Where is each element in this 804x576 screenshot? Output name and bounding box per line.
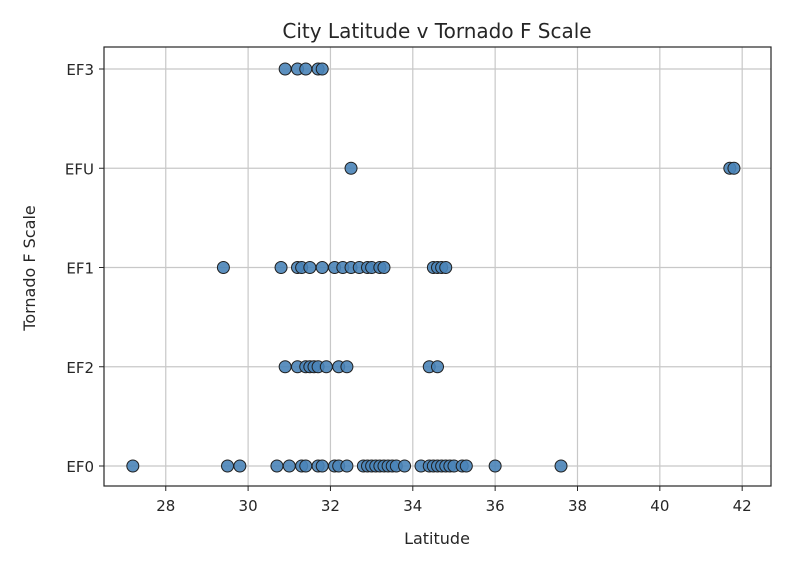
data-point xyxy=(126,459,140,473)
x-tick-label: 38 xyxy=(568,497,587,515)
y-tick-label: EF3 xyxy=(66,61,94,79)
x-tick-label: 28 xyxy=(156,497,175,515)
data-point xyxy=(216,261,230,274)
data-point xyxy=(278,62,292,76)
data-points xyxy=(126,62,741,473)
x-tick-label: 34 xyxy=(403,497,422,515)
data-point xyxy=(488,459,502,473)
data-point xyxy=(315,261,329,274)
x-axis-ticks: 28 30 32 34 36 38 40 42 xyxy=(156,486,752,515)
data-point xyxy=(398,459,412,473)
data-point xyxy=(315,459,329,473)
data-point xyxy=(299,459,313,473)
data-point xyxy=(299,62,313,76)
plot-frame xyxy=(103,46,772,487)
x-tick-label: 36 xyxy=(486,497,505,515)
data-point xyxy=(377,261,391,274)
data-point xyxy=(303,261,317,274)
data-point xyxy=(221,459,235,473)
y-axis-ticks: EF0 EF2 EF1 EFU EF3 xyxy=(65,61,104,476)
x-tick-label: 42 xyxy=(733,497,752,515)
y-tick-label: EF0 xyxy=(66,458,94,476)
data-point xyxy=(459,459,473,473)
chart-title: City Latitude v Tornado F Scale xyxy=(282,19,591,43)
data-point xyxy=(554,459,568,473)
data-point xyxy=(727,161,741,175)
data-point xyxy=(274,261,288,274)
data-point xyxy=(340,360,354,374)
x-axis-label: Latitude xyxy=(404,529,470,548)
data-point xyxy=(315,62,329,76)
data-point xyxy=(319,360,333,374)
x-tick-label: 32 xyxy=(321,497,340,515)
data-point xyxy=(431,360,444,374)
data-point xyxy=(282,459,296,473)
data-point xyxy=(439,261,453,274)
data-point xyxy=(233,459,247,473)
x-tick-label: 30 xyxy=(239,497,258,515)
y-axis-label: Tornado F Scale xyxy=(20,205,39,331)
data-point xyxy=(340,459,354,473)
data-point xyxy=(278,360,292,374)
y-tick-label: EF1 xyxy=(66,260,94,278)
x-tick-label: 40 xyxy=(650,497,669,515)
y-tick-label: EFU xyxy=(65,160,94,178)
y-tick-label: EF2 xyxy=(66,359,94,377)
data-point xyxy=(270,459,284,473)
data-point xyxy=(344,161,358,175)
